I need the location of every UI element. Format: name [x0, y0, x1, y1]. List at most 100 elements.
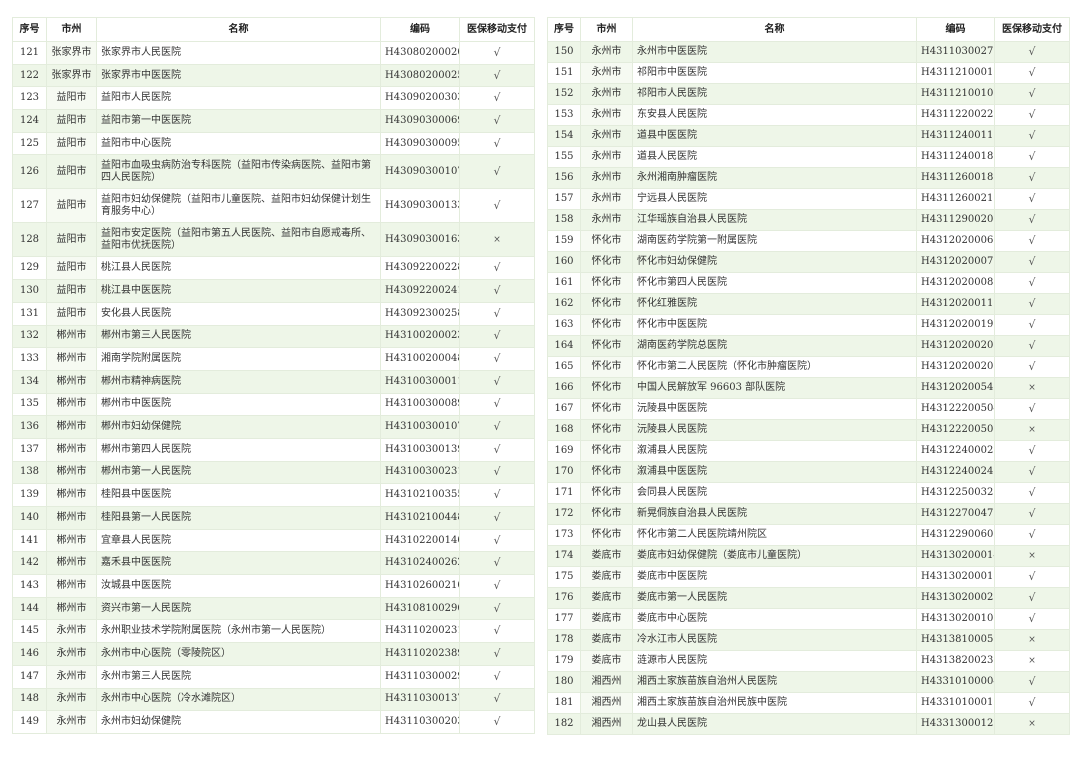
row-index: 171: [547, 482, 581, 504]
row-mobile-payment: √: [994, 503, 1070, 525]
row-hospital-name: 永州市中医医院: [632, 41, 917, 63]
row-code: H43120200119: [916, 293, 995, 315]
table-row: 141 郴州市 宜章县人民医院 H43102200140 √: [12, 528, 535, 553]
row-hospital-name: 益阳市人民医院: [96, 86, 381, 111]
row-city: 益阳市: [46, 154, 97, 190]
row-city: 益阳市: [46, 131, 97, 156]
row-code: H43100300231: [380, 460, 460, 485]
row-city: 郴州市: [46, 483, 97, 507]
row-city: 永州市: [580, 167, 633, 189]
row-index: 168: [547, 419, 581, 441]
row-hospital-name: 江华瑶族自治县人民医院: [632, 209, 917, 231]
table-row: 157 永州市 宁远县人民医院 H43112600216 √: [547, 188, 1070, 210]
row-mobile-payment: √: [459, 109, 535, 133]
row-index: 144: [12, 596, 47, 621]
row-index: 154: [547, 125, 581, 147]
row-city: 郴州市: [46, 347, 97, 371]
header-code: 编码: [916, 17, 995, 42]
table-row: 135 郴州市 郴州市中医医院 H43100300089 √: [12, 392, 535, 417]
row-code: H43108100296: [380, 596, 460, 621]
row-city: 怀化市: [580, 461, 633, 483]
header-city: 市州: [46, 17, 97, 42]
row-index: 124: [12, 109, 47, 133]
table-row: 145 永州市 永州职业技术学院附属医院（永州市第一人民医院） H4311020023…: [12, 619, 535, 644]
row-city: 娄底市: [580, 587, 633, 609]
row-mobile-payment: √: [994, 293, 1070, 315]
row-hospital-name: 娄底市中医医院: [632, 566, 917, 588]
row-city: 湘西州: [580, 713, 633, 735]
row-hospital-name: 湖南医药学院第一附属医院: [632, 230, 917, 252]
row-hospital-name: 益阳市血吸虫病防治专科医院（益阳市传染病医院、益阳市第四人民医院）: [96, 154, 381, 190]
header-index: 序号: [547, 17, 581, 42]
row-code: H43130200027: [916, 587, 995, 609]
row-hospital-name: 桃江县中医医院: [96, 279, 381, 303]
row-code: H43102400262: [380, 551, 460, 576]
row-index: 169: [547, 440, 581, 462]
row-city: 永州市: [580, 125, 633, 147]
row-city: 张家界市: [46, 63, 97, 88]
row-index: 136: [12, 415, 47, 439]
table-row: 171 怀化市 会同县人民医院 H43122500327 √: [547, 482, 1070, 504]
row-index: 135: [12, 392, 47, 417]
row-city: 怀化市: [580, 314, 633, 336]
table-row: 142 郴州市 嘉禾县中医医院 H43102400262 √: [12, 551, 535, 576]
table-row: 152 永州市 祁阳市人民医院 H43112100102 √: [547, 83, 1070, 105]
row-mobile-payment: √: [459, 63, 535, 88]
row-code: H43090300069: [380, 109, 460, 133]
table-row: 151 永州市 祁阳市中医医院 H43112100013 √: [547, 62, 1070, 84]
row-mobile-payment: ×: [994, 650, 1070, 672]
table-row: 175 娄底市 娄底市中医医院 H43130200015 √: [547, 566, 1070, 588]
table-row: 167 怀化市 沅陵县中医医院 H43122200504 √: [547, 398, 1070, 420]
row-mobile-payment: ×: [994, 377, 1070, 399]
row-city: 益阳市: [46, 301, 97, 326]
row-mobile-payment: √: [994, 104, 1070, 126]
table-row: 176 娄底市 娄底市第一人民医院 H43130200027 √: [547, 587, 1070, 609]
row-hospital-name: 道县人民医院: [632, 146, 917, 168]
table-row: 166 怀化市 中国人民解放军 96603 部队医院 H43120200542 ×: [547, 377, 1070, 399]
row-index: 157: [547, 188, 581, 210]
row-hospital-name: 宁远县人民医院: [632, 188, 917, 210]
header-mobile-payment: 医保移动支付: [994, 17, 1070, 42]
row-mobile-payment: ×: [459, 222, 535, 258]
table-row: 160 怀化市 怀化市妇幼保健院 H43120200076 √: [547, 251, 1070, 273]
row-code: H43090200303: [380, 86, 460, 111]
row-city: 郴州市: [46, 415, 97, 439]
row-code: H43122900600: [916, 524, 995, 546]
row-hospital-name: 郴州市中医医院: [96, 392, 381, 417]
row-hospital-name: 桂阳县第一人民医院: [96, 506, 381, 530]
row-index: 179: [547, 650, 581, 672]
row-city: 郴州市: [46, 460, 97, 485]
row-hospital-name: 怀化市第二人民医院（怀化市肿瘤医院）: [632, 356, 917, 378]
table-row: 130 益阳市 桃江县中医医院 H43092200241 √: [12, 279, 535, 303]
row-hospital-name: 郴州市第三人民医院: [96, 324, 381, 349]
row-index: 176: [547, 587, 581, 609]
row-mobile-payment: ×: [994, 419, 1070, 441]
row-hospital-name: 桃江县人民医院: [96, 256, 381, 281]
table-row: 158 永州市 江华瑶族自治县人民医院 H43112900206 √: [547, 209, 1070, 231]
row-hospital-name: 娄底市第一人民医院: [632, 587, 917, 609]
row-mobile-payment: √: [994, 125, 1070, 147]
row-city: 永州市: [580, 83, 633, 105]
table-row: 133 郴州市 湘南学院附属医院 H43100200048 √: [12, 347, 535, 371]
row-mobile-payment: √: [459, 642, 535, 666]
row-code: H43112100013: [916, 62, 995, 84]
row-mobile-payment: √: [994, 41, 1070, 63]
table-row: 154 永州市 道县中医医院 H43112400119 √: [547, 125, 1070, 147]
row-code: H43110300137: [380, 687, 460, 712]
row-city: 益阳市: [46, 279, 97, 303]
row-hospital-name: 湖南医药学院总医院: [632, 335, 917, 357]
row-code: H43092300258: [380, 301, 460, 326]
row-index: 163: [547, 314, 581, 336]
row-code: H43120200083: [916, 272, 995, 294]
row-mobile-payment: √: [459, 415, 535, 439]
row-mobile-payment: √: [459, 279, 535, 303]
row-index: 122: [12, 63, 47, 88]
table-row: 156 永州市 永州湘南肿瘤医院 H43112600183 √: [547, 167, 1070, 189]
table-row: 179 娄底市 涟源市人民医院 H43138200230 ×: [547, 650, 1070, 672]
row-index: 145: [12, 619, 47, 644]
table-row: 124 益阳市 益阳市第一中医医院 H43090300069 √: [12, 109, 535, 133]
row-mobile-payment: √: [994, 440, 1070, 462]
header-city: 市州: [580, 17, 633, 42]
row-mobile-payment: √: [459, 347, 535, 371]
row-index: 148: [12, 687, 47, 712]
